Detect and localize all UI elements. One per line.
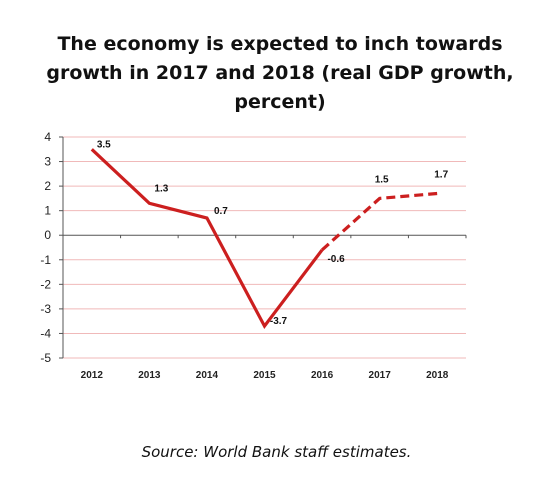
- chart-title: The economy is expected to inch towards …: [40, 30, 520, 117]
- axes: 4 3 2 1 0 -1 -2 -3 -4 -5 2012 2013 2014 2015 2016 2017 2…: [40, 130, 467, 381]
- data-label: 1.3: [154, 183, 168, 194]
- data-labels: 3.5 1.3 0.7 -3.7 -0.6 1.5 1.7: [97, 139, 449, 327]
- series-forecast-segment: [321, 191, 438, 252]
- data-label: 0.7: [214, 206, 228, 217]
- chart-title-line-1: The economy is expected to inch towards: [57, 33, 503, 55]
- y-tick-label: 4: [44, 130, 51, 144]
- x-tick-label: 2015: [253, 370, 276, 381]
- data-label: -0.6: [327, 254, 345, 265]
- x-tick-label: 2014: [196, 370, 219, 381]
- y-tick-label: -2: [40, 277, 51, 291]
- x-tick-label: 2013: [138, 370, 161, 381]
- y-tick-label: 0: [44, 228, 51, 242]
- x-tick-label: 2017: [369, 370, 392, 381]
- y-tick-label: -5: [40, 351, 51, 365]
- data-label: -3.7: [270, 316, 288, 327]
- y-tick-label: -4: [40, 326, 51, 340]
- y-tick-label: 3: [44, 155, 51, 169]
- data-label: 3.5: [97, 139, 111, 150]
- y-tick-label: 2: [44, 179, 51, 193]
- data-label: 1.5: [375, 174, 389, 185]
- chart-title-line-2: growth in 2017 and 2018 (real GDP growth…: [46, 62, 514, 84]
- y-tick-label: 1: [44, 204, 51, 218]
- y-tick-label: -1: [40, 253, 51, 267]
- y-tick-label: -3: [40, 302, 51, 316]
- data-label: 1.7: [434, 169, 448, 180]
- gridlines: [63, 136, 466, 359]
- series-solid-segment: [90, 148, 324, 330]
- series-line: [90, 148, 438, 330]
- chart-title-line-3: percent): [234, 91, 326, 113]
- x-tick-label: 2018: [426, 370, 449, 381]
- x-tick-label: 2012: [81, 370, 104, 381]
- x-tick-label: 2016: [311, 370, 334, 381]
- source-note: Source: World Bank staff estimates.: [141, 443, 412, 461]
